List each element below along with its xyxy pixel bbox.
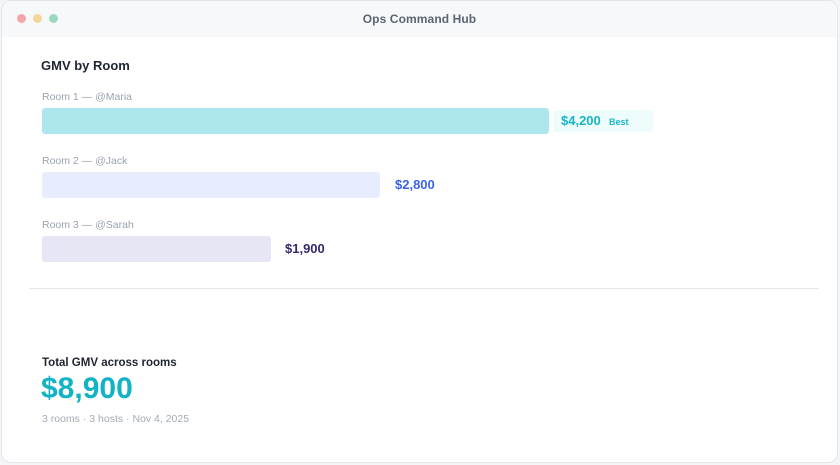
- room-value: $2,800: [395, 177, 435, 192]
- title-bar: Ops Command Hub: [2, 1, 837, 37]
- room-value: $4,200: [561, 113, 601, 128]
- minimize-window-button[interactable]: [33, 14, 42, 23]
- best-highlight: [553, 110, 653, 132]
- total-gmv-value: $8,900: [41, 372, 133, 405]
- room-bar: [42, 236, 271, 262]
- section-title: GMV by Room: [41, 58, 130, 73]
- window-title: Ops Command Hub: [362, 12, 477, 26]
- total-label: Total GMV across rooms: [42, 357, 177, 369]
- room-label: Room 3 — @Sarah: [42, 219, 134, 231]
- best-badge: Best: [609, 117, 629, 127]
- room-value: $1,900: [285, 241, 325, 256]
- room-bar: [42, 172, 380, 198]
- room-label: Room 2 — @Jack: [42, 155, 128, 167]
- divider: [29, 288, 819, 289]
- room-bar: [42, 108, 549, 134]
- room-label: Room 1 — @Maria: [42, 91, 133, 103]
- summary-meta: 3 rooms · 3 hosts · Nov 4, 2025: [42, 413, 190, 425]
- close-window-button[interactable]: [17, 14, 26, 23]
- maximize-window-button[interactable]: [49, 14, 58, 23]
